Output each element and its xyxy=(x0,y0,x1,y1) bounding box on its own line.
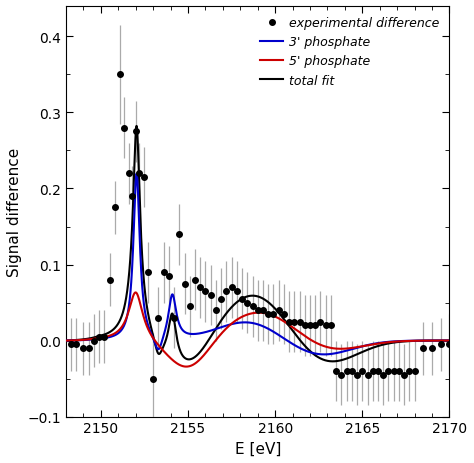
total fit xyxy=(231,303,237,308)
5' phosphate xyxy=(131,292,137,297)
Line: total fit: total fit xyxy=(66,127,458,362)
experimental difference xyxy=(412,369,418,374)
Line: experimental difference: experimental difference xyxy=(68,72,452,382)
5' phosphate xyxy=(406,338,411,344)
3' phosphate xyxy=(134,171,139,177)
experimental difference xyxy=(197,285,203,290)
Line: 5' phosphate: 5' phosphate xyxy=(66,293,458,367)
total fit xyxy=(108,329,114,334)
5' phosphate xyxy=(214,337,219,342)
experimental difference xyxy=(126,171,132,177)
X-axis label: E [eV]: E [eV] xyxy=(235,441,281,456)
5' phosphate xyxy=(133,290,138,295)
3' phosphate xyxy=(108,334,114,340)
5' phosphate xyxy=(63,338,69,344)
5' phosphate xyxy=(456,338,461,344)
experimental difference xyxy=(323,323,328,328)
total fit xyxy=(214,325,219,331)
3' phosphate xyxy=(63,338,69,344)
3' phosphate xyxy=(456,338,461,344)
total fit xyxy=(63,338,69,344)
total fit xyxy=(406,338,411,344)
3' phosphate xyxy=(214,326,219,332)
3' phosphate xyxy=(406,338,411,344)
total fit xyxy=(330,359,336,364)
3' phosphate xyxy=(448,338,454,344)
5' phosphate xyxy=(231,319,237,325)
total fit xyxy=(456,338,461,344)
5' phosphate xyxy=(448,338,454,344)
experimental difference xyxy=(150,376,156,382)
5' phosphate xyxy=(183,364,189,369)
experimental difference xyxy=(281,312,287,317)
3' phosphate xyxy=(231,321,237,327)
3' phosphate xyxy=(131,222,137,227)
3' phosphate xyxy=(321,352,327,357)
Legend: experimental difference, 3' phosphate, 5' phosphate, total fit: experimental difference, 3' phosphate, 5… xyxy=(256,13,443,91)
experimental difference xyxy=(117,72,123,78)
experimental difference xyxy=(307,323,313,328)
total fit xyxy=(134,124,139,130)
total fit xyxy=(131,175,137,181)
experimental difference xyxy=(447,342,452,347)
Line: 3' phosphate: 3' phosphate xyxy=(66,174,458,355)
5' phosphate xyxy=(108,333,114,338)
experimental difference xyxy=(68,342,74,347)
Y-axis label: Signal difference: Signal difference xyxy=(7,147,22,276)
total fit xyxy=(448,338,454,344)
